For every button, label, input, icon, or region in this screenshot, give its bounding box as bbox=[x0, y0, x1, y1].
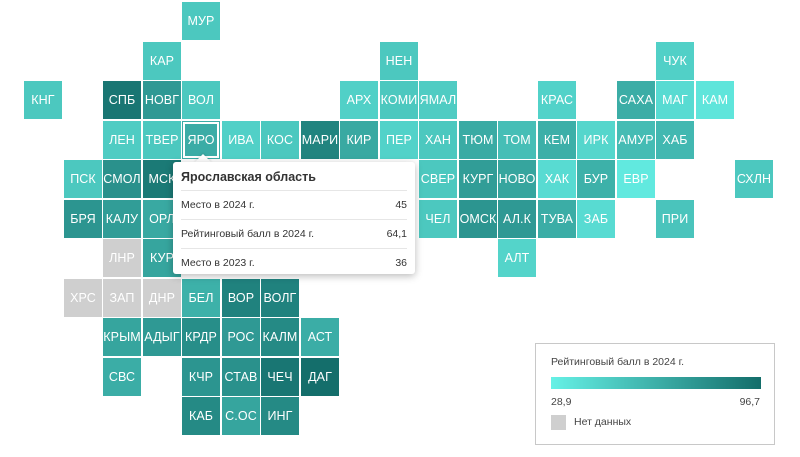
tooltip-row-value: 64,1 bbox=[386, 228, 407, 240]
region-tile[interactable]: АЛТ bbox=[498, 239, 536, 277]
tooltip-row-label: Рейтинговый балл в 2024 г. bbox=[181, 228, 315, 240]
region-tile[interactable]: ТУВА bbox=[538, 200, 576, 238]
region-tile[interactable]: КОС bbox=[261, 121, 299, 159]
region-tile[interactable]: ЗАП bbox=[103, 279, 141, 317]
region-tile[interactable]: НЕН bbox=[380, 42, 418, 80]
region-tile[interactable]: ЧЕЧ bbox=[261, 358, 299, 396]
region-tile[interactable]: ЗАБ bbox=[577, 200, 615, 238]
region-tile[interactable]: ЯМАЛ bbox=[419, 81, 457, 119]
region-tile[interactable]: ЕВР bbox=[617, 160, 655, 198]
region-tile[interactable]: ВОЛГ bbox=[261, 279, 299, 317]
region-tile[interactable]: СВЕР bbox=[419, 160, 457, 198]
region-tile[interactable]: ХАК bbox=[538, 160, 576, 198]
region-tile[interactable]: ХРС bbox=[64, 279, 102, 317]
tooltip-row-label: Место в 2024 г. bbox=[181, 199, 255, 211]
tooltip-row-score-2024: Рейтинговый балл в 2024 г. 64,1 bbox=[181, 220, 407, 249]
region-tile[interactable]: ОМСК bbox=[459, 200, 497, 238]
region-tile[interactable]: ИВА bbox=[222, 121, 260, 159]
no-data-swatch bbox=[551, 415, 566, 430]
region-tile[interactable]: АМУР bbox=[617, 121, 655, 159]
region-tile[interactable]: КОМИ bbox=[380, 81, 418, 119]
region-tile[interactable]: БУР bbox=[577, 160, 615, 198]
region-tile[interactable]: КАЛУ bbox=[103, 200, 141, 238]
region-tile[interactable]: ИРК bbox=[577, 121, 615, 159]
region-tile[interactable]: КАБ bbox=[182, 397, 220, 435]
region-tile[interactable]: КАМ bbox=[696, 81, 734, 119]
region-tile[interactable]: КУРГ bbox=[459, 160, 497, 198]
region-tile[interactable]: СВС bbox=[103, 358, 141, 396]
legend-title: Рейтинговый балл в 2024 г. bbox=[551, 356, 685, 368]
region-tile[interactable]: ДНР bbox=[143, 279, 181, 317]
legend-gradient-bar bbox=[551, 377, 761, 389]
region-tile[interactable]: КАР bbox=[143, 42, 181, 80]
region-tile[interactable]: БРЯ bbox=[64, 200, 102, 238]
region-tile[interactable]: СХЛН bbox=[735, 160, 773, 198]
region-tile[interactable]: КЧР bbox=[182, 358, 220, 396]
color-legend: Рейтинговый балл в 2024 г. 28,9 96,7 Нет… bbox=[535, 343, 775, 445]
region-tile[interactable]: СМОЛ bbox=[103, 160, 141, 198]
tooltip-row-label: Место в 2023 г. bbox=[181, 257, 255, 269]
legend-min-label: 28,9 bbox=[551, 396, 572, 408]
legend-max-label: 96,7 bbox=[739, 396, 760, 408]
region-tile[interactable]: НОВО bbox=[498, 160, 536, 198]
region-tile[interactable]: БЕЛ bbox=[182, 279, 220, 317]
region-tile[interactable]: АСТ bbox=[301, 318, 339, 356]
region-tile[interactable]: КРДР bbox=[182, 318, 220, 356]
region-tile[interactable]: ВОЛ bbox=[182, 81, 220, 119]
tooltip-title: Ярославская область bbox=[181, 162, 407, 191]
region-tile[interactable]: РОС bbox=[222, 318, 260, 356]
region-tile[interactable]: ПЕР bbox=[380, 121, 418, 159]
region-tile[interactable]: ТВЕР bbox=[143, 121, 181, 159]
region-tile[interactable]: СТАВ bbox=[222, 358, 260, 396]
region-tile[interactable]: КАЛМ bbox=[261, 318, 299, 356]
region-tile[interactable]: ДАГ bbox=[301, 358, 339, 396]
tooltip-row-value: 36 bbox=[395, 257, 407, 269]
region-tile[interactable]: СПБ bbox=[103, 81, 141, 119]
region-tile[interactable]: МУР bbox=[182, 2, 220, 40]
region-tile[interactable]: ЛЕН bbox=[103, 121, 141, 159]
region-tile[interactable]: НОВГ bbox=[143, 81, 181, 119]
region-tile[interactable]: ИНГ bbox=[261, 397, 299, 435]
region-tile[interactable]: САХА bbox=[617, 81, 655, 119]
region-tile[interactable]: ЧЕЛ bbox=[419, 200, 457, 238]
region-tooltip: Ярославская область Место в 2024 г. 45 Р… bbox=[173, 162, 415, 274]
no-data-label: Нет данных bbox=[574, 416, 632, 428]
region-tile[interactable]: ТЮМ bbox=[459, 121, 497, 159]
region-tile[interactable]: ТОМ bbox=[498, 121, 536, 159]
region-tile[interactable]: КНГ bbox=[24, 81, 62, 119]
tooltip-row-value: 45 bbox=[395, 199, 407, 211]
tooltip-caret bbox=[194, 154, 212, 163]
region-tile[interactable]: АРХ bbox=[340, 81, 378, 119]
region-tile[interactable]: ХАН bbox=[419, 121, 457, 159]
region-tile[interactable]: МАРИ bbox=[301, 121, 339, 159]
region-tile[interactable]: ЛНР bbox=[103, 239, 141, 277]
region-tile[interactable]: КРАС bbox=[538, 81, 576, 119]
region-tile[interactable]: С.ОС bbox=[222, 397, 260, 435]
region-tile[interactable]: ВОР bbox=[222, 279, 260, 317]
tooltip-row-place-2023: Место в 2023 г. 36 bbox=[181, 249, 407, 277]
region-tile[interactable]: АДЫГ bbox=[143, 318, 181, 356]
region-tile[interactable]: КРЫМ bbox=[103, 318, 141, 356]
region-tile[interactable]: АЛ.К bbox=[498, 200, 536, 238]
region-tile[interactable]: КИР bbox=[340, 121, 378, 159]
region-tile[interactable]: ЧУК bbox=[656, 42, 694, 80]
region-tile[interactable]: ЯРО bbox=[182, 121, 220, 159]
tooltip-row-place-2024: Место в 2024 г. 45 bbox=[181, 191, 407, 220]
region-tile[interactable]: ПСК bbox=[64, 160, 102, 198]
region-tile[interactable]: ХАБ bbox=[656, 121, 694, 159]
region-tile[interactable]: МАГ bbox=[656, 81, 694, 119]
region-tile[interactable]: КЕМ bbox=[538, 121, 576, 159]
region-tile[interactable]: ПРИ bbox=[656, 200, 694, 238]
